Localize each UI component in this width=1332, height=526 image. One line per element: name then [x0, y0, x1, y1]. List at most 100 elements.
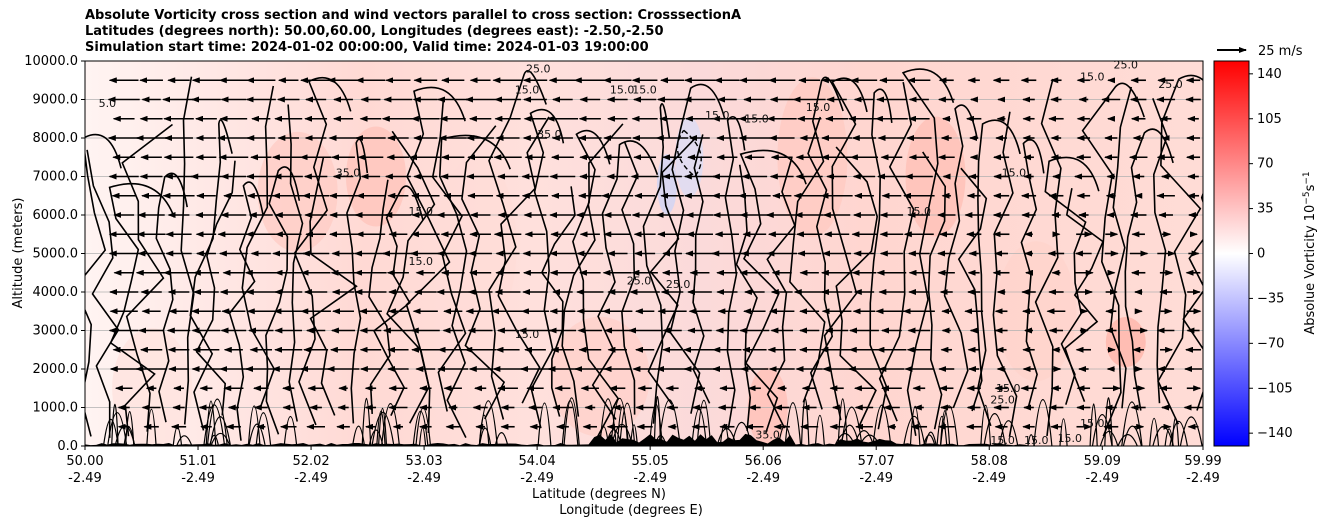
- vorticity-patch: [1105, 317, 1146, 368]
- contour-lines: [85, 68, 1203, 446]
- contour-line-low: [102, 419, 119, 446]
- contour-label: 15.0: [806, 101, 831, 114]
- contour-line-low: [381, 403, 400, 446]
- x-axis: 50.00 -2.49 51.01 -2.49 52.02 -2.49 53.03 -2.49…: [66, 446, 1222, 486]
- colorbar-tick-label: −35: [1257, 291, 1284, 306]
- contour-line: [438, 134, 511, 438]
- x-tick-label-longitude: -2.49: [1186, 471, 1220, 486]
- terrain: [85, 433, 1203, 446]
- x-tick-label-latitude: 59.09: [1084, 454, 1121, 469]
- contour-label: 15.0: [990, 434, 1015, 447]
- colorbar-label-unit: s: [1303, 184, 1318, 191]
- contour-line: [1152, 98, 1168, 404]
- contour-label: 25.0: [666, 278, 691, 291]
- colorbar-label-exponent-2: −1: [1302, 171, 1312, 184]
- quiver-key-label: 25 m/s: [1258, 44, 1303, 59]
- x-tick-label-longitude: -2.49: [68, 471, 102, 486]
- y-tick-label: 0.0: [57, 439, 78, 454]
- contour-line-low: [814, 414, 825, 446]
- contour-line-low: [658, 399, 681, 446]
- contour-line-low: [1171, 417, 1180, 446]
- colorbar-tick-label: 0: [1257, 247, 1265, 262]
- contour-line-low: [940, 405, 959, 446]
- vorticity-patch: [996, 241, 1077, 382]
- contour-line-low: [840, 406, 863, 446]
- contour-line-low: [1089, 403, 1098, 446]
- x-tick-label-longitude: -2.49: [746, 471, 780, 486]
- contour-label: 15.0: [996, 382, 1021, 395]
- colorbar-tick-label: 35: [1257, 202, 1274, 217]
- y-tick-label: 7000.0: [33, 170, 79, 185]
- x-axis-label-latitude: Latitude (degrees N): [532, 487, 666, 502]
- x-tick-label-latitude: 52.02: [292, 454, 329, 469]
- y-axis: 0.0 1000.0 2000.0 3000.0 4000.0 5000.0 6000.0 7…: [24, 54, 85, 454]
- contour-line-low: [619, 402, 636, 446]
- contour-line: [869, 88, 893, 430]
- contour-line-low: [412, 410, 429, 446]
- contour-line-low: [936, 415, 948, 446]
- contour-label: 35.0: [537, 128, 562, 141]
- contour-line-low: [980, 405, 992, 446]
- contour-line-low: [1179, 416, 1203, 446]
- y-tick-label: 9000.0: [33, 93, 79, 108]
- contour-label: 25.0: [990, 394, 1015, 407]
- contour-line-low: [206, 398, 228, 446]
- contour-line: [1064, 188, 1104, 402]
- contour-label: 15.0: [906, 205, 931, 218]
- x-tick-label-latitude: 51.01: [179, 454, 216, 469]
- contour-line-low: [998, 420, 1019, 446]
- y-tick-label: 10000.0: [24, 54, 78, 69]
- contour-line-low: [653, 395, 662, 446]
- contour-label: 15.0: [610, 84, 635, 97]
- contour-line-low: [107, 412, 128, 446]
- x-tick-label-longitude: -2.49: [181, 471, 215, 486]
- contour-line: [368, 179, 391, 414]
- contour-line-low: [872, 404, 892, 446]
- colorbar-tick-label: −140: [1257, 426, 1293, 441]
- contour-line: [1124, 128, 1174, 411]
- x-tick-label-longitude: -2.49: [407, 471, 441, 486]
- chart-title-line-3: Simulation start time: 2024-01-02 00:00:…: [85, 40, 649, 55]
- colorbar-gradient: [1213, 60, 1250, 447]
- contour-line: [1034, 78, 1062, 437]
- contour-line-low: [924, 431, 937, 446]
- contour-line-low: [903, 415, 926, 446]
- contour-label: 15.0: [632, 84, 657, 97]
- contour-line: [692, 134, 711, 404]
- plot-area: 5.025.015.0 15.015.015.0 15.035.035.015.01…: [84, 60, 1204, 447]
- contour-label: 15.0: [705, 109, 730, 122]
- contour-label: 25.0: [1158, 78, 1183, 91]
- x-tick-label-latitude: 57.07: [858, 454, 895, 469]
- contour-line: [1109, 86, 1133, 409]
- y-tick-label: 5000.0: [33, 247, 79, 262]
- contour-line-low: [111, 404, 119, 446]
- x-tick-label-latitude: 54.04: [519, 454, 556, 469]
- contour-label: 25.0: [627, 274, 652, 287]
- contour-line-low: [1033, 399, 1053, 446]
- contour-line: [766, 157, 796, 429]
- y-tick-label: 4000.0: [33, 285, 79, 300]
- y-tick-label: 8000.0: [33, 131, 79, 146]
- x-tick-label-latitude: 50.00: [66, 454, 103, 469]
- contour-label: 15.0: [408, 205, 433, 218]
- x-tick-label-latitude: 56.06: [745, 454, 782, 469]
- contour-label: 5.0: [99, 97, 117, 110]
- contour-label: 15.0: [515, 84, 540, 97]
- chart-title-line-1: Absolute Vorticity cross section and win…: [85, 8, 742, 23]
- y-tick-label: 3000.0: [33, 324, 79, 339]
- contour-line-low: [125, 411, 135, 446]
- contour-line-low: [210, 432, 231, 446]
- contour-label: 15.0: [1058, 432, 1083, 445]
- contour-line-low: [784, 402, 802, 446]
- contour-label: 35.0: [755, 428, 780, 441]
- contour-labels: 5.025.015.0 15.015.015.0 15.035.035.015.01…: [99, 61, 1183, 447]
- contour-line: [835, 146, 879, 426]
- colorbar-tick-label: −70: [1257, 336, 1284, 351]
- contour-label: 15.0: [1080, 70, 1105, 83]
- colorbar: 140 105 70 35 0 −35 −70 −105 −140 Absolue Vortic…: [1213, 60, 1318, 447]
- colorbar-tick-label: 105: [1257, 112, 1282, 127]
- y-axis-label: Altitude (meters): [11, 198, 26, 309]
- contour-line-low: [146, 409, 157, 446]
- contour-line: [529, 108, 565, 429]
- contour-line-low: [371, 411, 395, 446]
